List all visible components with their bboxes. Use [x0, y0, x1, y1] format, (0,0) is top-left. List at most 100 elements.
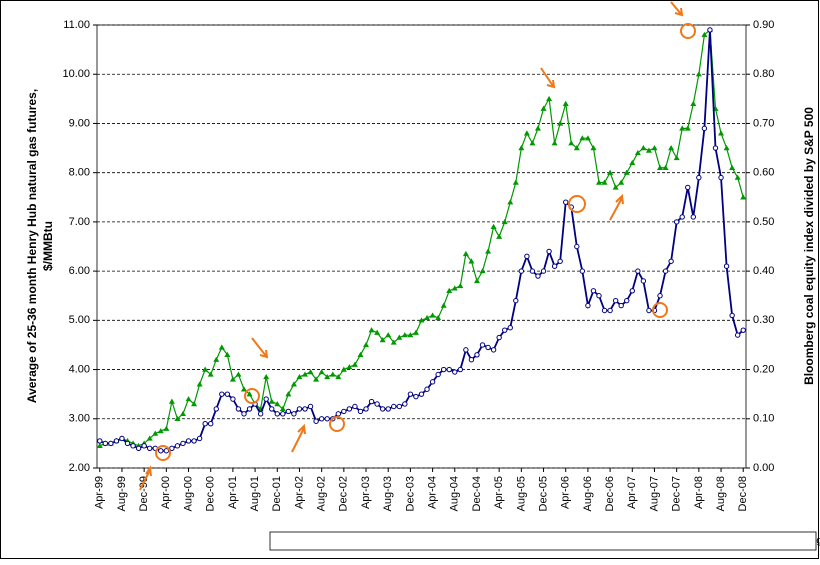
point	[418, 391, 425, 397]
x-tick-label: Aug-04	[449, 476, 461, 511]
point	[479, 342, 486, 348]
point	[651, 145, 658, 151]
point	[457, 366, 464, 373]
point	[307, 403, 314, 410]
point	[130, 443, 136, 449]
point	[612, 184, 619, 190]
point	[440, 366, 447, 373]
point	[512, 179, 519, 185]
point	[690, 100, 697, 106]
highlight-circle	[244, 388, 260, 404]
point	[540, 268, 547, 274]
point	[302, 371, 309, 377]
y2-tick-label: 0.50	[753, 216, 774, 228]
point	[119, 435, 125, 442]
y-axis-title: Average of 25-36 month Henry Hub natural…	[25, 89, 39, 403]
point	[185, 396, 192, 402]
point	[451, 285, 458, 291]
point	[274, 411, 280, 417]
x-tick-label: Apr-06	[560, 476, 572, 509]
y2-tick-label: 0.20	[753, 363, 774, 375]
point	[374, 329, 381, 335]
point	[401, 332, 408, 338]
point	[146, 445, 153, 452]
point	[202, 421, 208, 427]
point	[485, 344, 491, 351]
point	[174, 415, 181, 421]
x-tick-label: Apr-08	[693, 476, 705, 509]
x-tick-label: Apr-01	[227, 476, 239, 509]
point	[473, 277, 480, 284]
x-tick-label: Aug-02	[316, 476, 328, 511]
point	[213, 406, 219, 412]
y-tick-label: 4.00	[69, 363, 90, 375]
point	[468, 357, 475, 363]
point	[357, 351, 364, 357]
x-tick-label: Apr-99	[94, 476, 106, 509]
point	[302, 406, 308, 412]
point	[357, 408, 364, 415]
point	[718, 174, 724, 181]
point	[496, 233, 503, 239]
point	[208, 421, 214, 427]
point	[246, 391, 253, 397]
point	[146, 435, 153, 441]
point	[496, 334, 502, 341]
point	[202, 366, 209, 372]
point	[163, 425, 170, 431]
y-tick-label: 6.00	[69, 265, 90, 277]
x-tick-label: Dec-07	[671, 476, 683, 511]
point	[573, 145, 580, 151]
point	[96, 442, 103, 449]
point	[135, 445, 142, 452]
point	[196, 381, 203, 387]
point	[346, 364, 353, 370]
point	[435, 314, 442, 321]
point	[291, 411, 297, 417]
point	[563, 199, 569, 205]
point	[268, 398, 275, 404]
point	[707, 27, 713, 33]
y2-tick-label: 0.40	[753, 265, 774, 277]
point	[662, 268, 669, 274]
point	[374, 401, 380, 407]
point	[352, 403, 358, 410]
point	[646, 307, 652, 314]
point	[618, 302, 624, 309]
point	[551, 140, 558, 146]
plot-area	[96, 24, 747, 469]
point	[579, 268, 586, 274]
point	[546, 248, 552, 255]
point	[557, 120, 564, 126]
point	[634, 149, 641, 156]
point	[585, 302, 591, 309]
point	[318, 369, 325, 375]
point	[124, 440, 131, 447]
point	[180, 440, 186, 447]
point	[568, 140, 575, 146]
y2-axis-title: Bloomberg coal equity index divided by S…	[802, 107, 816, 385]
point	[102, 440, 109, 447]
point	[529, 140, 536, 146]
point	[285, 391, 292, 397]
point	[263, 373, 270, 380]
point	[518, 145, 525, 151]
point	[718, 130, 725, 136]
arrow	[139, 465, 152, 491]
point	[157, 428, 164, 434]
x-tick-label: Aug-08	[715, 476, 727, 511]
point	[313, 418, 319, 424]
point	[368, 327, 375, 333]
point	[690, 214, 697, 220]
point	[729, 312, 735, 319]
point	[191, 401, 198, 407]
point	[296, 373, 303, 380]
point	[695, 71, 702, 77]
point	[218, 344, 225, 350]
point	[518, 268, 525, 274]
x-tick-label: Dec-03	[404, 476, 416, 511]
point	[141, 443, 147, 449]
point	[318, 416, 325, 422]
